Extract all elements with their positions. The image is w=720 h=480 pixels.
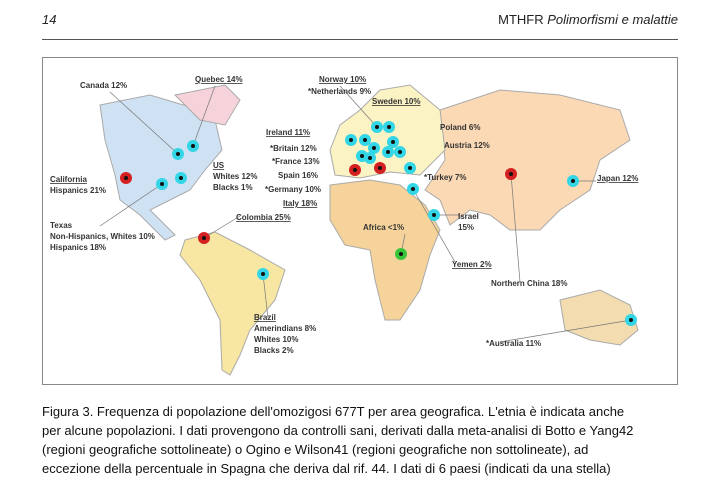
map-label: Hispanics 21% [50,186,106,195]
map-label: *Netherlands 9% [308,87,371,96]
marker-center [368,156,372,160]
marker-center [179,176,183,180]
map-label: Norway 10% [319,75,366,84]
map-label: Spain 16% [278,171,318,180]
world-map: Canada 12% Quebec 14% Norway 10% *Netherlan… [42,57,678,385]
page-number: 14 [42,12,57,27]
map-label: Brazil [254,313,276,322]
map-label: *Britain 12% [270,144,317,153]
africa [329,179,441,321]
australia [559,289,639,346]
map-label: Whites 12% [213,172,257,181]
map-label: Whites 10% [254,335,298,344]
marker-center [360,154,364,158]
marker-center [160,182,164,186]
map-label: Japan 12% [597,174,638,183]
asia [424,89,631,231]
map-label: *Australia 11% [486,339,541,348]
map-label: *Germany 10% [265,185,321,194]
leader-lines [99,85,632,343]
title-italic: Polimorfismi e malattie [547,12,678,27]
marker-center [353,168,357,172]
greenland [173,84,241,126]
marker-center [391,140,395,144]
map-label: Yemen 2% [452,260,492,269]
map-label: 15% [458,223,474,232]
map-label: Italy 18% [283,199,317,208]
map-label: Amerindians 8% [254,324,316,333]
marker-center [124,176,128,180]
marker-center [261,272,265,276]
marker-center [387,125,391,129]
caption-line: eccezione della percentuale in Spagna ch… [42,461,611,476]
map-label: Austria 12% [444,141,490,150]
figure-caption: Figura 3. Frequenza di popolazione dell'… [42,402,720,480]
map-label: Hispanics 18% [50,243,106,252]
map-label: Quebec 14% [195,75,243,84]
marker-center [363,138,367,142]
map-label: Texas [50,221,73,230]
marker-center [349,138,353,142]
map-label: Northern China 18% [491,279,567,288]
marker-center [399,252,403,256]
map-label: Blacks 2% [254,346,294,355]
map-label: Ireland 11% [266,128,310,137]
caption-line: (regioni geografiche sottolineate) o Ogi… [42,442,589,457]
marker-center [191,144,195,148]
map-label: Poland 6% [440,123,480,132]
marker-center [372,146,376,150]
marker-center [202,236,206,240]
map-label: US [213,161,225,170]
map-label: Africa <1% [363,223,404,232]
marker-center [432,213,436,217]
marker-center [509,172,513,176]
map-label: *France 13% [272,157,320,166]
marker-center [375,125,379,129]
map-label: *Turkey 7% [424,173,467,182]
south-america [179,231,286,376]
header-rule [42,39,678,40]
marker-center [408,166,412,170]
marker-center [176,152,180,156]
marker-center [386,150,390,154]
map-label: Canada 12% [80,81,127,90]
marker-center [629,318,633,322]
map-label: Non-Hispanics, Whites 10% [50,232,155,241]
caption-line: per alcune popolazioni. I dati provengon… [42,423,634,438]
marker-center [411,187,415,191]
marker-group [120,121,637,326]
map-label: Blacks 1% [213,183,253,192]
map-label: Colombia 25% [236,213,291,222]
map-label: Sweden 10% [372,97,420,106]
running-title: MTHFR Polimorfismi e malattie [498,12,678,27]
map-label: California [50,175,87,184]
label-group: Canada 12% Quebec 14% Norway 10% *Netherlan… [50,75,638,355]
marker-center [378,166,382,170]
marker-center [398,150,402,154]
map-label: Israel [458,212,479,221]
marker-center [571,179,575,183]
title-prefix: MTHFR [498,12,544,27]
caption-line: Figura 3. Frequenza di popolazione dell'… [42,404,625,419]
